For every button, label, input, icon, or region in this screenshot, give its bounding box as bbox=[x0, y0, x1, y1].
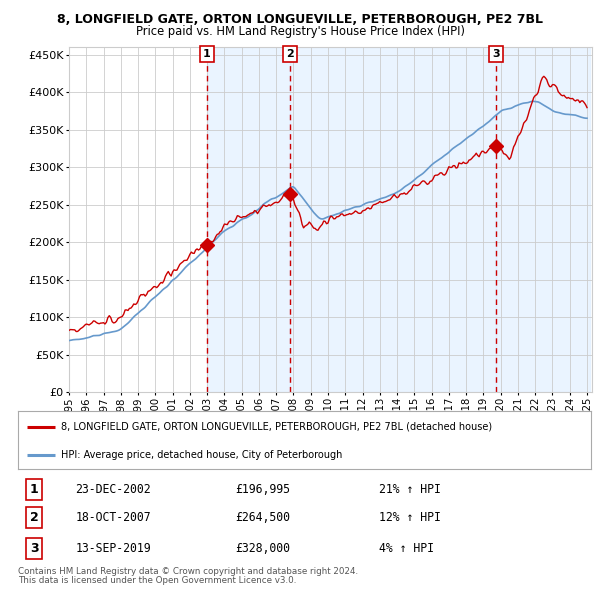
Text: This data is licensed under the Open Government Licence v3.0.: This data is licensed under the Open Gov… bbox=[18, 576, 296, 585]
Text: 2: 2 bbox=[286, 49, 294, 59]
Text: 3: 3 bbox=[492, 49, 499, 59]
Text: 2: 2 bbox=[29, 512, 38, 525]
Bar bbox=[290, 47, 496, 392]
Text: £196,995: £196,995 bbox=[236, 483, 291, 496]
Text: Price paid vs. HM Land Registry's House Price Index (HPI): Price paid vs. HM Land Registry's House … bbox=[136, 25, 464, 38]
Text: 1: 1 bbox=[203, 49, 211, 59]
Bar bbox=[496, 47, 590, 392]
Text: Contains HM Land Registry data © Crown copyright and database right 2024.: Contains HM Land Registry data © Crown c… bbox=[18, 567, 358, 576]
Text: 8, LONGFIELD GATE, ORTON LONGUEVILLE, PETERBOROUGH, PE2 7BL (detached house): 8, LONGFIELD GATE, ORTON LONGUEVILLE, PE… bbox=[61, 422, 492, 432]
Text: £328,000: £328,000 bbox=[236, 542, 291, 555]
Text: 18-OCT-2007: 18-OCT-2007 bbox=[76, 512, 151, 525]
Text: 12% ↑ HPI: 12% ↑ HPI bbox=[379, 512, 441, 525]
Text: 8, LONGFIELD GATE, ORTON LONGUEVILLE, PETERBOROUGH, PE2 7BL: 8, LONGFIELD GATE, ORTON LONGUEVILLE, PE… bbox=[57, 13, 543, 26]
Text: 21% ↑ HPI: 21% ↑ HPI bbox=[379, 483, 441, 496]
Text: HPI: Average price, detached house, City of Peterborough: HPI: Average price, detached house, City… bbox=[61, 450, 343, 460]
Text: £264,500: £264,500 bbox=[236, 512, 291, 525]
Text: 3: 3 bbox=[30, 542, 38, 555]
Text: 1: 1 bbox=[29, 483, 38, 496]
Text: 4% ↑ HPI: 4% ↑ HPI bbox=[379, 542, 434, 555]
Text: 23-DEC-2002: 23-DEC-2002 bbox=[76, 483, 151, 496]
Text: 13-SEP-2019: 13-SEP-2019 bbox=[76, 542, 151, 555]
Bar bbox=[206, 47, 290, 392]
